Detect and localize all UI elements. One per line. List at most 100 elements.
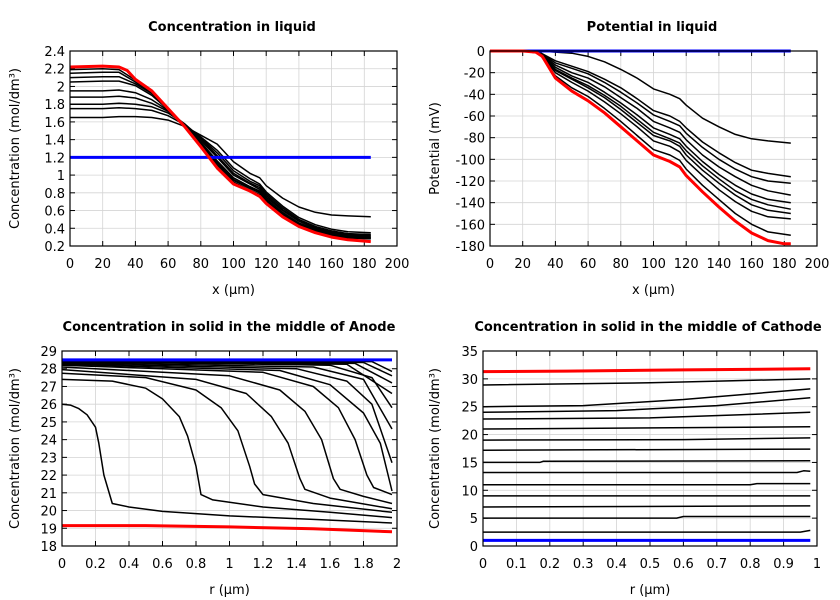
series-line-3 xyxy=(482,505,811,508)
x-tick-label: 1 xyxy=(225,557,233,572)
x-tick-label: 0.2 xyxy=(539,557,560,572)
series-line-13 xyxy=(482,388,811,408)
y-tick-label: 2.2 xyxy=(44,63,65,78)
y-tick-label: -60 xyxy=(464,110,485,125)
x-tick-label: 0.8 xyxy=(186,557,207,572)
y-tick-label: 25 xyxy=(461,401,478,416)
series-line-2 xyxy=(483,515,811,519)
y-tick-label: -140 xyxy=(455,197,485,212)
y-tick-label: 19 xyxy=(40,522,57,537)
x-tick-label: 40 xyxy=(547,257,564,272)
series-line-1 xyxy=(61,403,393,524)
x-tick-label: 0.1 xyxy=(506,557,527,572)
y-tick-label: -180 xyxy=(455,240,485,255)
x-tick-label: 0.7 xyxy=(706,557,727,572)
x-tick-label: 40 xyxy=(127,257,144,272)
plot-frame xyxy=(489,50,818,247)
y-axis-label: Concentration (mol/dm³) xyxy=(8,368,23,529)
x-tick-label: 140 xyxy=(706,257,731,272)
series-line-6 xyxy=(483,470,811,474)
y-tick-label: -120 xyxy=(455,175,485,190)
series-line-3 xyxy=(490,50,791,184)
x-tick-label: 0 xyxy=(486,257,494,272)
x-tick-label: 2 xyxy=(393,557,401,572)
series-line-16 xyxy=(62,524,393,534)
x-tick-label: 60 xyxy=(160,257,177,272)
y-tick-label: 35 xyxy=(461,345,478,360)
x-tick-label: 80 xyxy=(613,257,630,272)
subplot-1: 0 20 40 60 80 100 120 140 160 180 200 0.2 0.4 0.6 0.8 1… xyxy=(8,20,409,298)
series-line-5 xyxy=(70,89,371,238)
x-tick-label: 20 xyxy=(94,257,111,272)
y-tick-label: 29 xyxy=(40,345,57,360)
y-tick-label: 1.2 xyxy=(44,151,65,166)
x-tick-label: 180 xyxy=(772,257,797,272)
y-tick-label: -80 xyxy=(464,132,485,147)
y-tick-label: 1.4 xyxy=(44,134,65,149)
x-tick-label: 0 xyxy=(58,557,66,572)
y-tick-label: 22 xyxy=(40,469,57,484)
series-line-8 xyxy=(61,362,393,463)
y-tick-label: 0 xyxy=(477,45,485,60)
x-tick-label: 100 xyxy=(641,257,666,272)
x-tick-label: 0.4 xyxy=(119,557,140,572)
series-line-5 xyxy=(61,366,393,505)
y-tick-label: -40 xyxy=(464,88,485,103)
x-tick-label: 1.4 xyxy=(286,557,307,572)
y-axis-label: Potential (mV) xyxy=(428,102,443,195)
x-tick-label: 0.3 xyxy=(573,557,594,572)
x-tick-label: 0 xyxy=(66,257,74,272)
series-line-5 xyxy=(483,482,811,486)
subplot-4: 0 0.1 0.2 0.3 0.4 0.5 0.6 0.7 0.8 0.9 105101520253… xyxy=(428,320,822,598)
y-tick-label: 27 xyxy=(40,380,57,395)
y-tick-label: 0.4 xyxy=(44,222,65,237)
y-tick-label: 1.8 xyxy=(44,98,65,113)
series-line-11 xyxy=(490,49,791,246)
y-tick-label: 2.4 xyxy=(44,45,65,60)
y-tick-label: 23 xyxy=(40,451,57,466)
chart-title: Concentration in solid in the middle of … xyxy=(474,320,822,335)
y-tick-label: 0.2 xyxy=(44,240,65,255)
x-tick-label: 0.6 xyxy=(152,557,173,572)
y-axis-label: Concentration (mol/dm³) xyxy=(428,368,443,529)
x-axis-label: x (µm) xyxy=(632,283,675,298)
series-line-2 xyxy=(490,50,791,178)
y-tick-label: 20 xyxy=(461,429,478,444)
x-tick-label: 0.9 xyxy=(773,557,794,572)
y-tick-label: 0.8 xyxy=(44,187,65,202)
series-line-7 xyxy=(490,50,791,215)
plot-frame xyxy=(61,350,398,547)
series-line-9 xyxy=(482,437,811,441)
y-tick-label: 28 xyxy=(40,363,57,378)
x-tick-label: 1.2 xyxy=(253,557,274,572)
y-tick-label: -160 xyxy=(455,218,485,233)
y-tick-label: -20 xyxy=(464,67,485,82)
series-line-4 xyxy=(490,50,791,196)
x-tick-label: 120 xyxy=(674,257,699,272)
series-line-1 xyxy=(483,529,811,533)
series-line-6 xyxy=(61,364,393,496)
y-tick-label: -100 xyxy=(455,153,485,168)
y-tick-label: 1.6 xyxy=(44,116,65,131)
chart-title: Concentration in solid in the middle of … xyxy=(63,320,396,335)
x-tick-label: 0 xyxy=(479,557,487,572)
x-axis-label: r (µm) xyxy=(209,583,250,598)
y-tick-label: 21 xyxy=(40,487,57,502)
series-line-7 xyxy=(61,363,393,492)
x-tick-label: 160 xyxy=(319,257,344,272)
x-axis-label: x (µm) xyxy=(212,283,255,298)
series-line-11 xyxy=(69,64,371,244)
x-tick-label: 1.8 xyxy=(353,557,374,572)
series-line-4 xyxy=(61,368,393,510)
series-line-9 xyxy=(61,361,393,430)
y-tick-label: 26 xyxy=(40,398,57,413)
series-line-8 xyxy=(69,71,371,239)
x-tick-label: 60 xyxy=(580,257,597,272)
series-line-3 xyxy=(61,372,393,514)
x-tick-label: 160 xyxy=(739,257,764,272)
chart-title: Potential in liquid xyxy=(587,20,718,35)
series-line-2 xyxy=(61,378,393,519)
y-tick-label: 5 xyxy=(470,512,478,527)
series-line-2 xyxy=(70,106,371,234)
